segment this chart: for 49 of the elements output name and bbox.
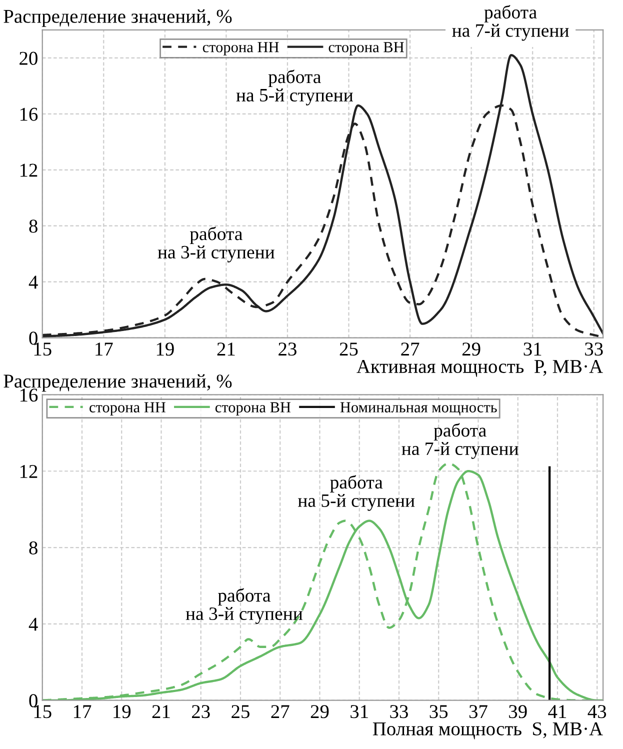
legend-label: сторона ВН xyxy=(328,42,404,56)
annotation: работа на 5-й ступени xyxy=(298,475,415,511)
x-tick-label: 41 xyxy=(548,705,566,718)
y-axis-title: Распределение значений, % xyxy=(4,9,232,27)
y-tick-label: 20 xyxy=(20,52,38,65)
y-tick-label: 4 xyxy=(28,618,38,631)
y-tick-label: 12 xyxy=(20,164,38,177)
y-tick-label: 16 xyxy=(20,108,38,121)
x-axis-title: Активная мощность P, МВ·А xyxy=(356,360,603,377)
x-axis-title: Полная мощность S, МВ·А xyxy=(372,722,603,740)
x-tick-label: 33 xyxy=(585,342,603,356)
x-tick-label: 15 xyxy=(34,342,52,356)
legend-label: сторона НН xyxy=(202,42,279,56)
x-tick-label: 43 xyxy=(588,705,606,718)
x-tick-label: 17 xyxy=(74,705,92,718)
annotation: работа на 7-й ступени xyxy=(402,423,518,459)
x-tick-label: 37 xyxy=(469,705,488,718)
x-tick-label: 15 xyxy=(34,705,52,718)
x-tick-label: 21 xyxy=(217,342,235,356)
x-tick-label: 25 xyxy=(232,705,250,718)
y-tick-label: 0 xyxy=(29,694,38,708)
x-tick-label: 35 xyxy=(430,705,448,718)
x-tick-label: 31 xyxy=(350,705,368,718)
y-tick-label: 12 xyxy=(20,464,38,478)
x-tick-label: 19 xyxy=(114,705,131,718)
x-tick-label: 29 xyxy=(310,705,329,718)
x-tick-label: 33 xyxy=(390,705,408,718)
x-tick-label: 21 xyxy=(152,705,170,718)
y-tick-label: 8 xyxy=(29,541,38,554)
annotation: работа на 3-й ступени xyxy=(158,226,274,262)
legend-label: сторона ВН xyxy=(215,402,291,416)
x-tick-label: 23 xyxy=(278,342,296,356)
annotation: работа на 5-й ступени xyxy=(236,70,353,106)
annotation: работа на 7-й ступени xyxy=(452,4,569,41)
x-tick-label: 25 xyxy=(340,342,358,356)
x-tick-label: 39 xyxy=(509,705,527,718)
y-tick-label: 8 xyxy=(29,220,38,233)
x-tick-label: 31 xyxy=(524,342,542,356)
annotation: работа на 3-й ступени xyxy=(186,588,302,624)
x-tick-label: 17 xyxy=(96,342,113,356)
x-tick-label: 19 xyxy=(156,342,174,356)
y-tick-label: 0 xyxy=(29,332,38,345)
y-tick-label: 4 xyxy=(28,276,38,289)
x-tick-label: 27 xyxy=(271,705,290,718)
x-tick-label: 27 xyxy=(401,342,420,356)
x-tick-label: 23 xyxy=(192,705,210,718)
legend-label: сторона НН xyxy=(90,402,166,416)
legend-label: Номинальная мощность xyxy=(340,402,497,416)
x-tick-label: 29 xyxy=(462,342,480,356)
